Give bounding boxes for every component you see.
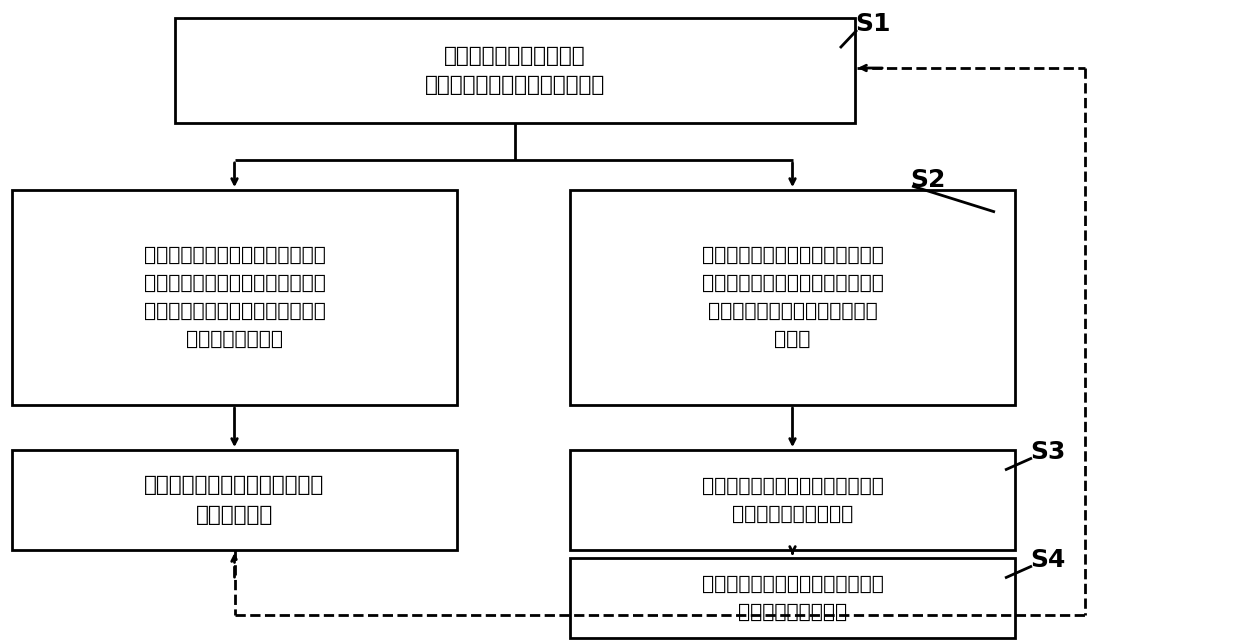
Text: 基于采集的所述成像磁共振信号
进行图像重建: 基于采集的所述成像磁共振信号 进行图像重建 [144,475,325,525]
Bar [12,450,458,550]
Bar [12,190,458,405]
Text: 提供成像射频信号，以激发与所述
磁场相对应的成像磁共振信号，并
接收所述成像磁共振信号；采集所
述成像磁共振信号: 提供成像射频信号，以激发与所述 磁场相对应的成像磁共振信号，并 接收所述成像磁共… [144,246,325,349]
Text: S4: S4 [1030,548,1065,572]
Bar [570,450,1016,550]
Text: S3: S3 [1030,440,1065,464]
Text: 基于所述实际磁场强度与目标磁场
强度的偏差进行校正: 基于所述实际磁场强度与目标磁场 强度的偏差进行校正 [702,575,883,621]
Bar [175,18,856,123]
Bar [570,558,1016,638]
Text: 基于磁共振原理，根据测量磁共振
信号获得实际磁场强度: 基于磁共振原理，根据测量磁共振 信号获得实际磁场强度 [702,476,883,523]
Bar [570,190,1016,405]
Text: 提供成像磁场，所述成像
磁场用于对待扫描对象进行扫描: 提供成像磁场，所述成像 磁场用于对待扫描对象进行扫描 [425,46,605,95]
Text: S1: S1 [856,12,890,36]
Text: S2: S2 [910,168,945,192]
Text: 提供测量射频信号，以激发监测样
本并产生与所述磁场相对应的测量
磁共振信号，采集所述测量磁共
振信号: 提供测量射频信号，以激发监测样 本并产生与所述磁场相对应的测量 磁共振信号，采集… [702,246,883,349]
